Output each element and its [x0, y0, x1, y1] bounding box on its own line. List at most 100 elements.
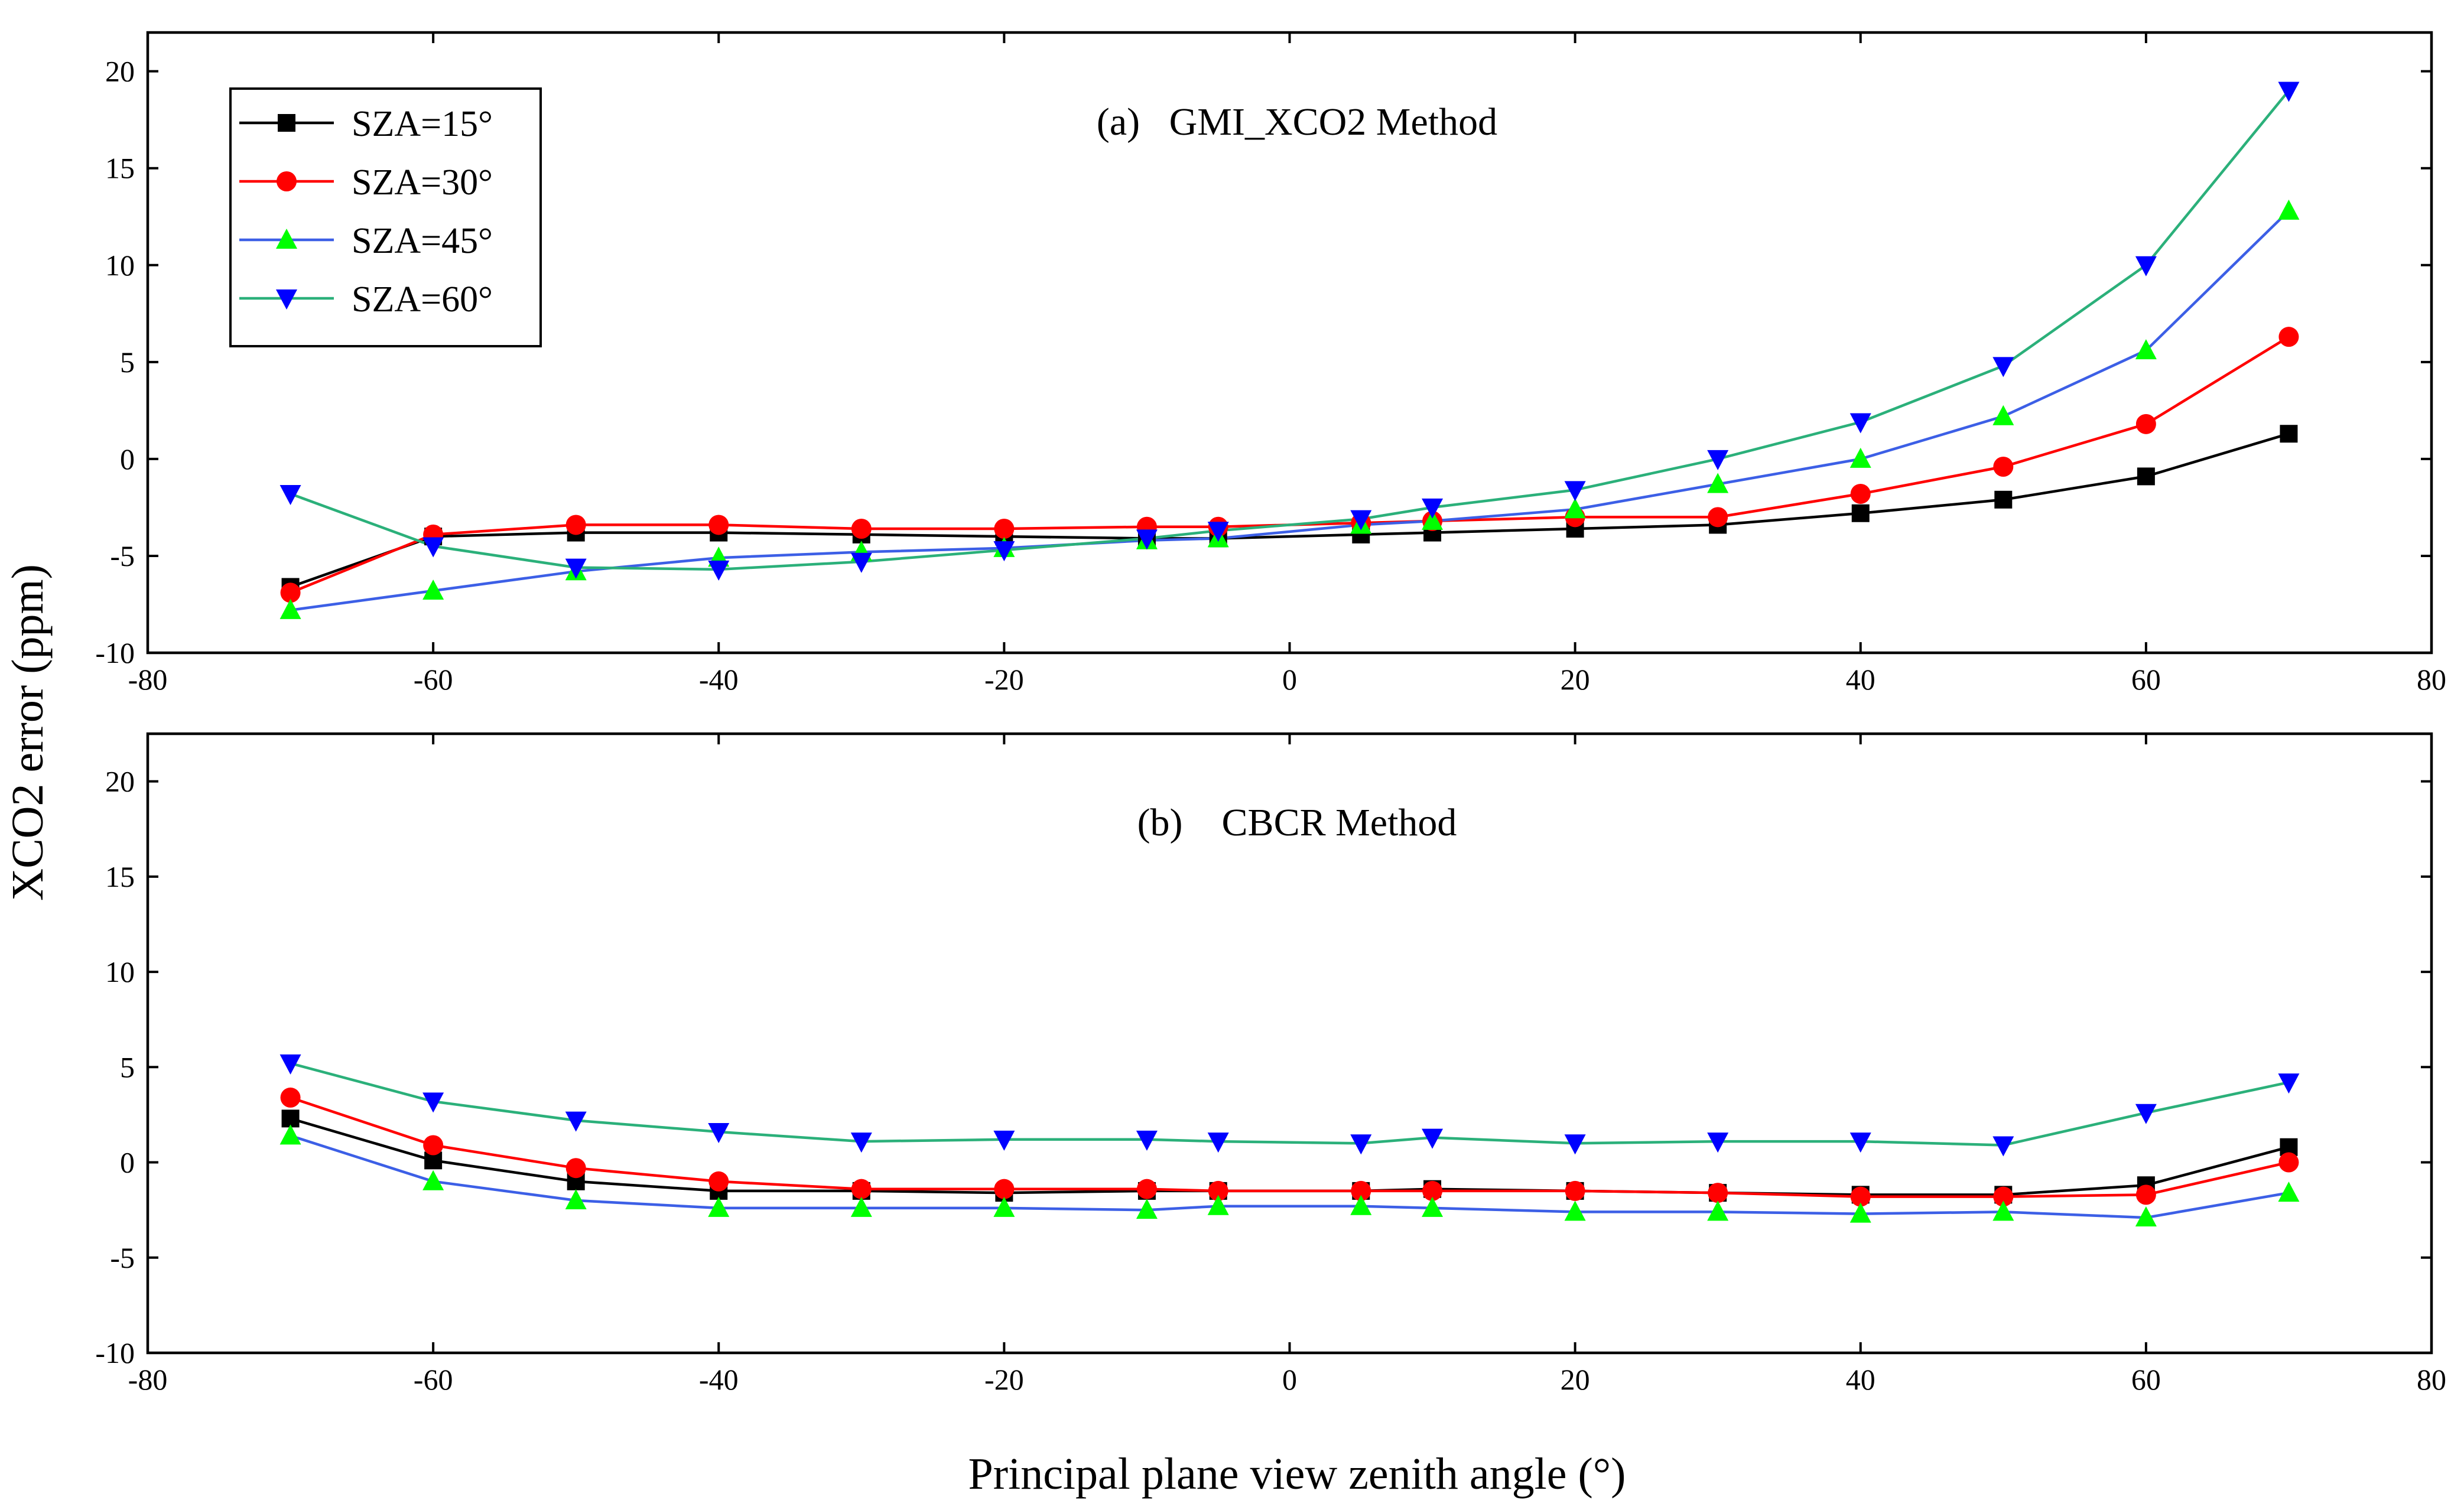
data-point [1564, 1134, 1586, 1155]
data-point [565, 1189, 587, 1210]
data-point [1992, 1200, 2014, 1221]
data-point [1564, 1200, 1586, 1221]
series-line [290, 89, 2290, 571]
data-point [279, 484, 301, 505]
data-point [1422, 1196, 1444, 1217]
data-point [1993, 457, 2014, 477]
panel-title: (b) CBCR Method [1137, 801, 1457, 844]
data-point [1207, 1195, 1229, 1215]
data-point [2135, 1206, 2157, 1227]
data-point [2278, 1073, 2300, 1094]
data-point [1207, 522, 1229, 542]
legend-marker [278, 114, 295, 132]
x-tick-label: 0 [1282, 1363, 1297, 1396]
data-point [2278, 82, 2300, 102]
series-sza-60 [290, 1062, 2289, 1147]
data-point [1708, 1183, 1728, 1203]
data-point [708, 515, 729, 535]
markers-sza-60 [279, 82, 2300, 581]
x-tick-label: 60 [2131, 1363, 2161, 1396]
data-point [279, 1054, 301, 1075]
data-point [993, 541, 1015, 562]
data-point [565, 1158, 586, 1179]
data-point [422, 537, 444, 558]
data-point [1707, 450, 1729, 470]
data-point [1422, 1128, 1444, 1149]
legend: SZA=15° SZA=30° SZA=45° SZA=60° [229, 87, 542, 347]
data-point [850, 1196, 872, 1217]
data-point [279, 598, 301, 619]
data-point [708, 560, 730, 581]
legend-item-sza-15: SZA=15° [239, 104, 493, 144]
markers-sza-15 [281, 1109, 2298, 1204]
series-sza-60 [290, 89, 2290, 571]
series-line [290, 1062, 2289, 1147]
data-point [1849, 1132, 1871, 1153]
legend-item-sza-45: SZA=45° [239, 221, 493, 261]
data-point [1992, 1136, 2014, 1157]
x-tick-label: 80 [2417, 663, 2446, 696]
data-point [2135, 1184, 2156, 1205]
data-point [1350, 1134, 1372, 1155]
panel-title: (a) GMI_XCO2 Method [1097, 100, 1497, 144]
legend-item-sza-60: SZA=60° [239, 279, 493, 320]
data-point [422, 1170, 444, 1190]
data-point [1708, 507, 1728, 528]
data-point [1849, 447, 1871, 468]
x-tick-label: 20 [1561, 663, 1590, 696]
data-point [850, 552, 872, 573]
y-tick-label: 15 [105, 152, 135, 185]
data-point [851, 1179, 872, 1199]
series-line [290, 1134, 2289, 1219]
data-point [1136, 1199, 1158, 1219]
data-point [1207, 1132, 1229, 1153]
series-line [290, 210, 2290, 612]
y-tick-label: 5 [120, 346, 135, 379]
x-tick-label: -40 [699, 1363, 739, 1396]
data-point [1350, 510, 1372, 531]
legend-marker [277, 171, 297, 191]
data-point [2278, 1182, 2300, 1202]
data-point [280, 582, 301, 603]
data-point [851, 519, 872, 539]
series-sza-45 [290, 210, 2290, 612]
data-point [422, 580, 444, 600]
data-point [1992, 357, 2014, 378]
legend-item-sza-30: SZA=30° [239, 162, 493, 203]
data-point [1850, 1186, 1871, 1207]
data-point [993, 1130, 1015, 1151]
data-point [2135, 1104, 2157, 1124]
x-tick-label: 40 [1846, 1363, 1875, 1396]
legend-label: SZA=45° [352, 221, 493, 261]
data-point [565, 1111, 587, 1132]
panel-a-gmi-xco2: -80 -60 -40 -20 0 20 40 60 80 -10 -5 0 5 10 15 20 (a) GM… [95, 31, 2446, 696]
data-point [708, 1171, 729, 1192]
data-point [1849, 1202, 1871, 1223]
series-sza-30 [290, 1096, 2289, 1198]
y-tick-label: 10 [105, 955, 135, 988]
data-point [994, 1179, 1015, 1199]
data-point [423, 1135, 444, 1156]
data-point [1994, 490, 2013, 509]
data-point [281, 1109, 300, 1128]
y-tick-label: 0 [120, 1146, 135, 1179]
y-tick-label: -10 [95, 636, 135, 669]
data-point [279, 1124, 301, 1145]
markers-sza-45 [279, 199, 2300, 619]
legend-label: SZA=15° [352, 104, 493, 144]
data-point [565, 558, 587, 579]
x-tick-label: 80 [2417, 1363, 2446, 1396]
data-point [2278, 327, 2299, 347]
data-point [2278, 1152, 2299, 1173]
x-tick-label: 40 [1846, 663, 1875, 696]
y-tick-label: 5 [120, 1050, 135, 1083]
data-point [2135, 339, 2157, 360]
series-sza-15 [290, 1117, 2289, 1196]
data-point [1851, 504, 1870, 522]
data-point [708, 1196, 730, 1217]
data-point [1707, 1200, 1729, 1221]
y-tick-label: 15 [105, 860, 135, 893]
x-tick-label: 0 [1282, 663, 1297, 696]
data-point [1422, 498, 1444, 519]
series-sza-30 [290, 336, 2290, 594]
